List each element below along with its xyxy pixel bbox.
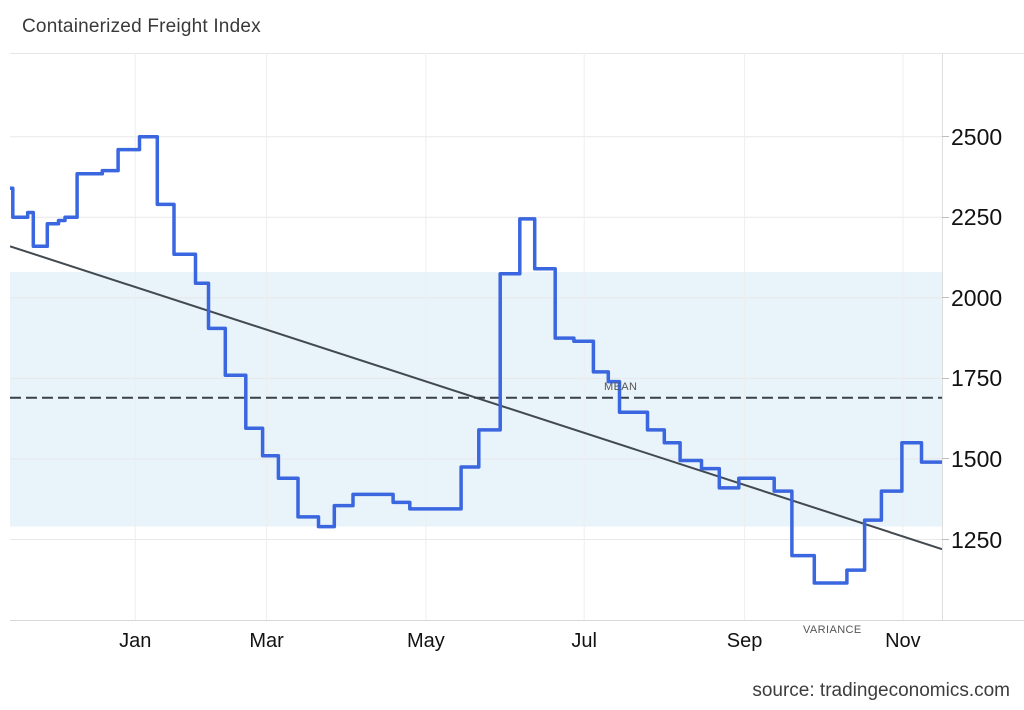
variance-band-label: VARIANCE — [803, 624, 862, 636]
y-tick-label: 2250 — [951, 204, 1003, 231]
chart-canvas — [10, 53, 942, 620]
chart-title: Containerized Freight Index — [22, 16, 261, 37]
source-attribution: source: tradingeconomics.com — [752, 680, 1010, 701]
y-tick-label: 1250 — [951, 526, 1003, 553]
variance-band — [10, 272, 942, 527]
plot-area[interactable] — [10, 53, 942, 620]
y-tick-label: 2000 — [951, 284, 1003, 311]
x-tick-label: May — [406, 630, 445, 652]
y-axis-tick — [942, 377, 949, 379]
mean-line-label: MEAN — [604, 381, 638, 393]
y-tick-label: 2500 — [951, 123, 1003, 150]
x-tick-label: Sep — [726, 630, 763, 652]
plot-top-border — [10, 53, 1024, 54]
y-axis-tick — [942, 216, 949, 218]
freight-index-series — [10, 135, 942, 585]
y-axis-tick — [942, 458, 949, 460]
x-axis-line — [10, 620, 1024, 621]
y-axis-tick — [942, 539, 949, 540]
x-tick-label: Jan — [119, 630, 152, 652]
x-tick-label: Mar — [249, 630, 284, 652]
y-tick-label: 1500 — [951, 445, 1003, 472]
y-axis-line — [942, 53, 943, 620]
y-tick-label: 1750 — [951, 365, 1003, 392]
y-axis-tick — [942, 136, 949, 138]
y-axis-tick — [942, 297, 949, 299]
x-tick-label: Nov — [885, 630, 921, 652]
x-tick-label: Jul — [571, 630, 597, 652]
